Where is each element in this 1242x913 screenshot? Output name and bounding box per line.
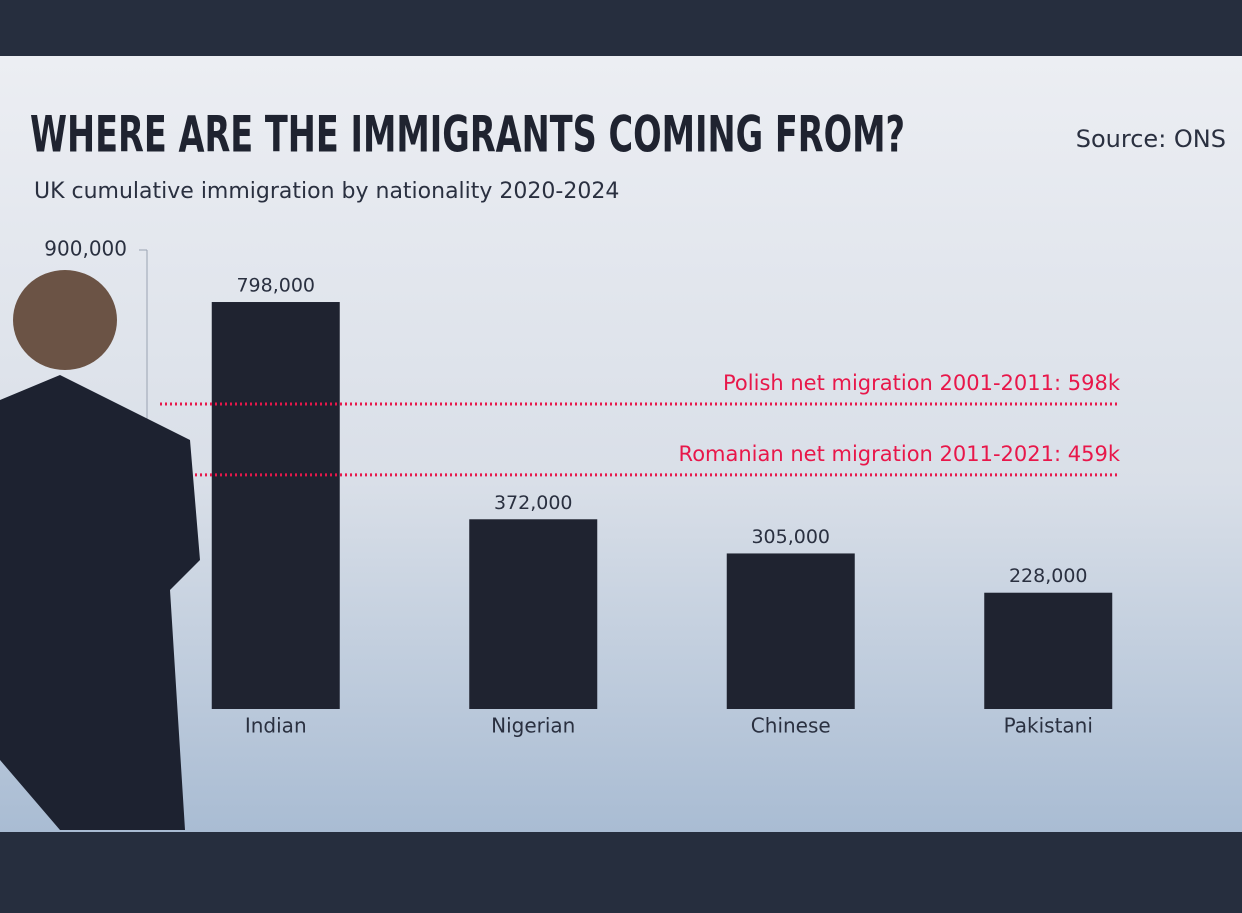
value-label: 798,000: [236, 275, 315, 297]
value-label: 372,000: [494, 492, 573, 514]
x-tick-label: Indian: [245, 714, 307, 738]
reference-label: Polish net migration 2001-2011: 598k: [723, 371, 1121, 395]
plot: 900,000 798,000 Indian 372,000 Nigerian 305,0…: [44, 237, 1121, 738]
x-tick-label: Nigerian: [491, 714, 575, 738]
bar: [984, 592, 1113, 709]
bar: [726, 553, 855, 709]
bar: [211, 302, 340, 709]
value-label: 305,000: [751, 526, 830, 548]
presenter-body: [0, 375, 200, 830]
value-label: 228,000: [1009, 565, 1088, 587]
presenter-head: [13, 270, 117, 370]
reference-label: Romanian net migration 2011-2021: 459k: [679, 442, 1121, 466]
chart-title: WHERE ARE THE IMMIGRANTS COMING FROM?: [30, 106, 905, 164]
y-tick-label: 900,000: [44, 237, 127, 261]
source: Source: ONS: [1076, 125, 1226, 153]
presenter: [0, 270, 200, 830]
chart-subtitle: UK cumulative immigration by nationality…: [34, 179, 619, 204]
x-tick-label: Chinese: [751, 714, 831, 738]
bar: [469, 519, 598, 709]
x-tick-label: Pakistani: [1004, 714, 1093, 738]
